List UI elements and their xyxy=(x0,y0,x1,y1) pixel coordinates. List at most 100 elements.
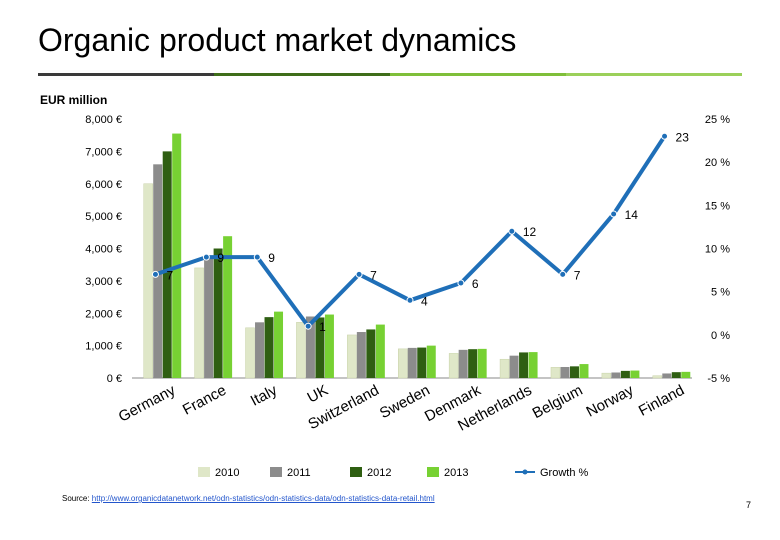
x-tick-label: Belgium xyxy=(530,382,586,422)
bar-2012 xyxy=(519,352,529,378)
x-tick-label: Finland xyxy=(636,382,687,420)
bar-2012 xyxy=(620,370,630,378)
bar-2013 xyxy=(274,311,284,378)
bar-2013 xyxy=(375,324,385,378)
legend-label: 2010 xyxy=(215,467,239,479)
rule-segment-3 xyxy=(390,73,566,76)
growth-data-label: 6 xyxy=(472,277,479,291)
rule-segment-1 xyxy=(38,73,214,76)
bar-2011 xyxy=(662,373,672,378)
bar-2011 xyxy=(509,355,519,378)
bar-2011 xyxy=(255,322,265,378)
growth-point xyxy=(304,322,312,330)
growth-line: 7 9 9 1 7 4 6 12 7 14 23 xyxy=(151,130,690,334)
legend-swatch-2011 xyxy=(270,467,282,477)
bar-2012 xyxy=(264,317,274,378)
y-left-tick-label: 2,000 € xyxy=(85,308,122,320)
x-tick-label: France xyxy=(180,382,229,419)
growth-point xyxy=(253,253,261,261)
y-right-tick-label: -5 % xyxy=(707,373,730,385)
y-left-tick-label: 4,000 € xyxy=(85,244,122,256)
y-right-tick-label: 10 % xyxy=(705,244,730,256)
legend-marker-growth xyxy=(522,469,528,475)
bar-2013 xyxy=(579,364,589,378)
rule-segment-2 xyxy=(214,73,390,76)
growth-data-label: 14 xyxy=(625,208,639,222)
x-tick-label: Germany xyxy=(116,381,179,425)
bar-2010 xyxy=(194,267,204,379)
y-left-tick-label: 0 € xyxy=(107,373,122,385)
bar-2010 xyxy=(296,322,306,379)
bar-2011 xyxy=(305,316,315,378)
x-tick-label: Norway xyxy=(584,381,637,420)
bar-2010 xyxy=(245,327,255,379)
bar-2013 xyxy=(172,133,182,378)
bar-2013 xyxy=(681,371,691,378)
y-right-tick-label: 25 % xyxy=(705,114,730,126)
legend-label: 2012 xyxy=(367,467,391,479)
bar-2013 xyxy=(528,352,538,378)
growth-data-label: 7 xyxy=(370,268,377,282)
axes: 0 € 1,000 € 2,000 € 3,000 € 4,000 € 5,000 € 6,… xyxy=(85,114,730,385)
growth-data-label: 7 xyxy=(166,268,173,282)
source-note: Source: http://www.organicdatanetwork.ne… xyxy=(62,494,435,503)
y-right-tick-label: 20 % xyxy=(705,157,730,169)
y-left-tick-label: 7,000 € xyxy=(85,146,122,158)
bar-2013 xyxy=(630,370,640,378)
bar-2012 xyxy=(162,151,172,378)
bar-2012 xyxy=(213,248,223,378)
title-rule xyxy=(38,73,742,76)
y-right-tick-label: 0 % xyxy=(711,330,730,342)
legend-label: 2011 xyxy=(287,467,311,479)
bar-2013 xyxy=(426,345,436,378)
growth-point xyxy=(355,270,363,278)
bar-2010 xyxy=(347,334,357,379)
x-tick-label: UK xyxy=(305,382,331,407)
bar-2010 xyxy=(499,358,510,379)
y-left-tick-label: 5,000 € xyxy=(85,211,122,223)
bar-2010 xyxy=(448,353,459,379)
y-left-tick-label: 1,000 € xyxy=(85,341,122,353)
growth-data-label: 7 xyxy=(574,268,581,282)
legend-swatch-2013 xyxy=(427,467,439,477)
bar-2012 xyxy=(315,317,325,378)
unit-label: EUR million xyxy=(40,93,108,107)
bar-2012 xyxy=(366,329,376,378)
x-labels: Germany France Italy UKSwitzerlandSwedenDen… xyxy=(116,381,688,434)
legend-swatch-2010 xyxy=(198,467,210,477)
bar-2011 xyxy=(458,349,468,378)
growth-point xyxy=(508,227,516,235)
rule-segment-4 xyxy=(566,73,742,76)
y-left-tick-label: 3,000 € xyxy=(85,276,122,288)
bar-2010 xyxy=(652,375,663,379)
bar-2011 xyxy=(560,366,570,378)
y-right-tick-label: 15 % xyxy=(705,200,730,212)
bar-2012 xyxy=(569,366,579,378)
growth-point xyxy=(202,253,210,261)
growth-point xyxy=(151,270,159,278)
bar-2012 xyxy=(417,347,427,378)
bar-2013 xyxy=(324,314,334,378)
bars xyxy=(143,133,691,379)
y-right-tick-label: 5 % xyxy=(711,287,730,299)
growth-data-label: 1 xyxy=(319,320,326,334)
bar-2010 xyxy=(143,183,153,379)
bar-2011 xyxy=(356,332,366,378)
page-number: 7 xyxy=(746,500,752,510)
growth-point xyxy=(559,270,567,278)
legend-label: Growth % xyxy=(540,467,589,479)
growth-point xyxy=(457,279,465,287)
bar-2013 xyxy=(477,348,487,378)
bar-2011 xyxy=(204,256,214,378)
bar-2011 xyxy=(407,347,417,378)
bar-2011 xyxy=(611,372,621,378)
y-left-tick-label: 8,000 € xyxy=(85,114,122,126)
page-title: Organic product market dynamics xyxy=(38,22,517,58)
source-prefix: Source: xyxy=(62,494,92,503)
y-left-tick-label: 6,000 € xyxy=(85,179,122,191)
growth-point xyxy=(406,296,414,304)
bar-2012 xyxy=(671,372,681,378)
growth-data-label: 23 xyxy=(676,130,690,144)
source-link[interactable]: http://www.organicdatanetwork.net/odn-st… xyxy=(91,494,435,503)
legend-swatch-2012 xyxy=(350,467,362,477)
